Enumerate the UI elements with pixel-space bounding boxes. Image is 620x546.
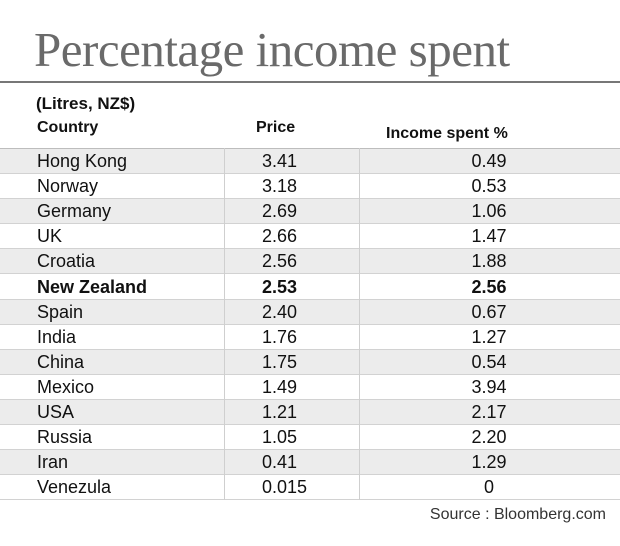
table-row: Mexico 1.49 3.94 <box>0 375 620 400</box>
cell-country: Mexico <box>37 376 95 397</box>
cell-price: 2.66 <box>262 226 298 247</box>
cell-income-spent: 0.67 <box>471 301 507 322</box>
table-row: New Zealand 2.53 2.56 <box>0 274 620 300</box>
cell-country: UK <box>37 226 63 247</box>
cell-income-spent: 2.20 <box>471 427 507 448</box>
cell-price: 1.76 <box>262 326 298 347</box>
cell-income-spent: 0.54 <box>471 351 507 372</box>
cell-price: 0.41 <box>262 452 298 473</box>
cell-income-spent: 1.06 <box>471 201 507 222</box>
cell-price: 2.40 <box>262 301 298 322</box>
chart-subtitle: (Litres, NZ$) <box>36 94 136 113</box>
cell-income-spent: 1.47 <box>471 226 507 247</box>
cell-price: 0.015 <box>262 477 308 498</box>
chart-title: Percentage income spent <box>34 22 510 77</box>
table-row: Russia 1.05 2.20 <box>0 425 620 451</box>
table-row: USA 1.21 2.17 <box>0 399 620 426</box>
table-row: Hong Kong 3.41 0.49 <box>0 149 620 175</box>
cell-price: 1.49 <box>262 376 298 397</box>
cell-price: 2.56 <box>262 251 298 272</box>
cell-country: Hong Kong <box>37 151 128 172</box>
table-row: Norway 3.18 0.53 <box>0 174 620 200</box>
cell-income-spent: 0.53 <box>471 176 507 197</box>
cell-price: 3.41 <box>262 151 298 172</box>
column-header-income-spent: Income spent % <box>386 125 508 142</box>
cell-country: Spain <box>37 301 84 322</box>
cell-country: USA <box>37 401 75 422</box>
cell-country: Croatia <box>37 251 96 272</box>
cell-income-spent: 2.56 <box>471 276 507 297</box>
column-divider-1 <box>224 148 225 500</box>
cell-country: Russia <box>37 427 93 448</box>
column-header-country: Country <box>37 119 99 136</box>
table-row: Croatia 2.56 1.88 <box>0 249 620 275</box>
table-row: Germany 2.69 1.06 <box>0 199 620 225</box>
cell-country: New Zealand <box>37 276 148 297</box>
table-row: UK 2.66 1.47 <box>0 224 620 250</box>
column-header-price: Price <box>256 119 296 136</box>
table-row: Iran 0.41 1.29 <box>0 450 620 476</box>
cell-price: 3.18 <box>262 176 298 197</box>
cell-income-spent: 0.49 <box>471 151 507 172</box>
table-row: China 1.75 0.54 <box>0 349 620 375</box>
source-note: Source : Bloomberg.com <box>429 506 606 523</box>
cell-income-spent: 1.88 <box>471 251 507 272</box>
table-row: Venezula 0.015 0 <box>0 475 620 501</box>
table-row: India 1.76 1.27 <box>0 325 620 350</box>
cell-income-spent: 1.29 <box>471 452 507 473</box>
cell-price: 1.05 <box>262 427 298 448</box>
cell-price: 1.21 <box>262 401 298 422</box>
cell-country: Germany <box>37 201 112 222</box>
cell-income-spent: 1.27 <box>471 326 507 347</box>
cell-country: China <box>37 351 85 372</box>
cell-income-spent: 3.94 <box>471 376 507 397</box>
cell-price: 2.69 <box>262 201 298 222</box>
cell-income-spent: 0 <box>483 477 494 498</box>
data-table: Hong Kong 3.41 0.49 Norway 3.18 0.53 Germany 2.… <box>0 148 620 501</box>
cell-country: India <box>37 326 77 347</box>
title-divider <box>0 81 620 83</box>
cell-country: Iran <box>37 452 69 473</box>
cell-price: 2.53 <box>262 276 298 297</box>
cell-country: Norway <box>37 176 99 197</box>
cell-income-spent: 2.17 <box>471 401 507 422</box>
cell-price: 1.75 <box>262 351 298 372</box>
table-row: Spain 2.40 0.67 <box>0 299 620 325</box>
column-divider-2 <box>359 148 360 500</box>
cell-country: Venezula <box>37 477 112 498</box>
